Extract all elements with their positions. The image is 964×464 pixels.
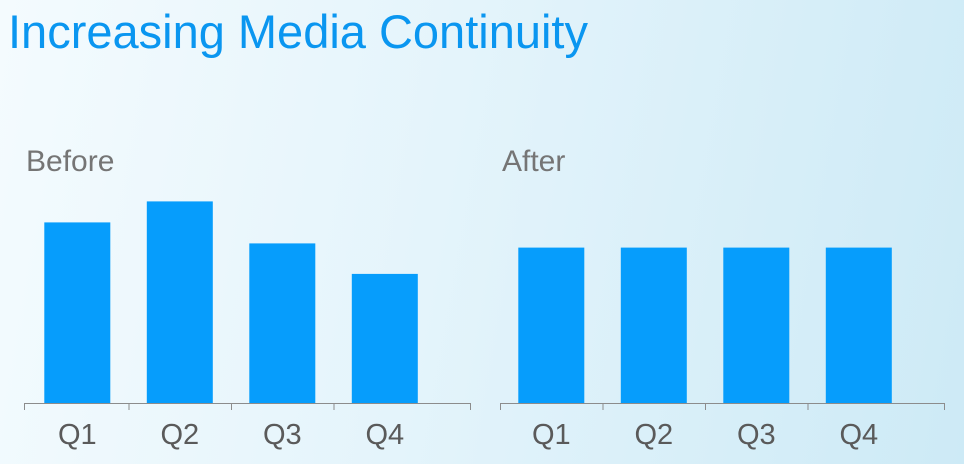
after-tick-label-q2: Q2	[634, 419, 673, 451]
after-bar-q2	[620, 247, 687, 403]
before-tick-label-q2: Q2	[160, 419, 199, 451]
after-tick-label-q1: Q1	[532, 419, 571, 451]
after-bar-q1	[518, 247, 585, 403]
after-chart-title: After	[502, 145, 566, 178]
before-bar-q4	[351, 273, 418, 404]
after-bar-q3	[723, 247, 790, 403]
after-tick-label-q4: Q4	[839, 419, 878, 451]
before-bar-q3	[249, 243, 316, 403]
after-tick-label-q3: Q3	[737, 419, 776, 451]
after-bar-q4	[825, 247, 892, 403]
before-bar-q2	[146, 201, 213, 403]
before-tick-label-q1: Q1	[58, 419, 97, 451]
before-bar-q1	[44, 222, 111, 403]
before-chart-title: Before	[26, 145, 115, 178]
before-tick-label-q3: Q3	[263, 419, 302, 451]
before-tick-label-q4: Q4	[365, 419, 404, 451]
slide-title: Increasing Media Continuity	[8, 5, 588, 58]
